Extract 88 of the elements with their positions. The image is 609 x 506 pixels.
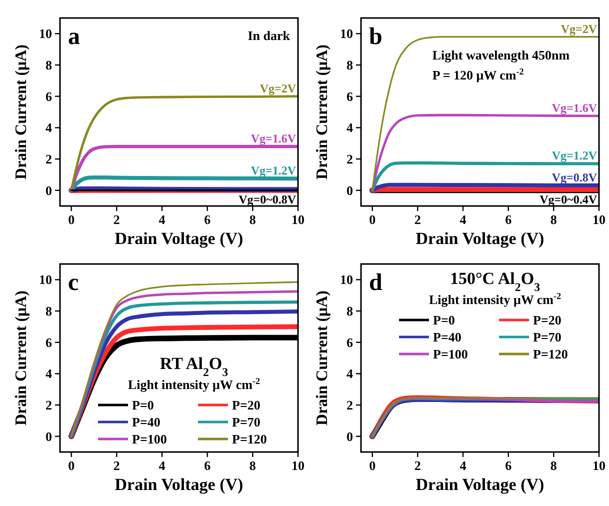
- legend-label: P=40: [132, 414, 160, 430]
- y-tick-label: 0: [346, 182, 353, 198]
- series-label: Vg=0~0.4V: [540, 192, 598, 206]
- x-tick-label: 6: [505, 212, 512, 227]
- x-tick-label: 6: [505, 458, 512, 473]
- x-tick-label: 2: [113, 212, 120, 227]
- y-tick-label: 4: [46, 366, 52, 382]
- x-tick-label: 4: [460, 458, 467, 473]
- legend-label: P=0: [433, 312, 455, 328]
- annotation: Light wavelength 450nm: [432, 47, 570, 62]
- y-tick-label: 8: [346, 304, 354, 319]
- x-axis-title: Drain Voltage (V): [114, 229, 244, 248]
- legend-label: P=120: [533, 346, 568, 362]
- y-tick-label: 8: [46, 304, 52, 319]
- x-tick-label: 4: [158, 458, 166, 473]
- x-tick-label: 8: [550, 212, 558, 227]
- chart-title: c: [68, 270, 79, 296]
- y-tick-label: 8: [46, 58, 52, 73]
- x-tick-label: 10: [292, 458, 304, 473]
- y-axis-title: Drain Current (μA): [314, 44, 331, 180]
- series-label: Vg=0.8V: [552, 170, 598, 184]
- x-tick-label: 0: [369, 212, 376, 227]
- y-tick-label: 0: [46, 428, 52, 444]
- x-tick-label: 0: [68, 212, 75, 227]
- x-tick-label: 10: [592, 212, 606, 227]
- y-tick-label: 4: [346, 120, 354, 136]
- x-axis-title: Drain Voltage (V): [416, 229, 544, 248]
- x-axis-title: Drain Voltage (V): [114, 475, 244, 494]
- y-tick-label: 2: [346, 398, 353, 413]
- annotation: P = 120 μW cm$^{-2}$: [432, 66, 524, 82]
- chart-title: b: [369, 24, 382, 50]
- series-label: Vg=2V: [260, 81, 296, 96]
- series-label: Vg=1.6V: [552, 100, 598, 115]
- legend-title: Light intensity μW cm$^{-2}$: [428, 291, 562, 307]
- y-tick-label: 6: [346, 88, 354, 104]
- legend-label: P=20: [232, 398, 260, 413]
- legend-label: P=120: [232, 432, 267, 447]
- x-axis-title: Drain Voltage (V): [416, 475, 544, 494]
- legend-label: P=20: [533, 312, 562, 328]
- y-tick-label: 6: [46, 88, 52, 104]
- y-tick-label: 10: [39, 272, 52, 288]
- x-tick-label: 0: [68, 458, 75, 473]
- series-label: Vg=2V: [560, 22, 598, 36]
- legend-label: P=70: [232, 414, 260, 430]
- x-tick-label: 2: [414, 458, 421, 473]
- y-tick-label: 6: [346, 334, 354, 350]
- y-tick-label: 2: [346, 152, 353, 167]
- x-tick-label: 0: [369, 458, 376, 473]
- series-label: Vg=1.2V: [250, 164, 296, 178]
- annotation: 150°C Al$_{2}$O$_{3}$: [450, 269, 540, 294]
- y-tick-label: 10: [340, 272, 353, 288]
- x-tick-label: 8: [550, 458, 558, 473]
- series-label: Vg=1.6V: [250, 131, 296, 146]
- x-tick-label: 10: [292, 212, 304, 227]
- y-axis-title: Drain Current (μA): [13, 44, 30, 180]
- chart-title: a: [68, 24, 80, 50]
- x-tick-label: 4: [460, 212, 467, 227]
- legend-label: P=0: [132, 398, 154, 413]
- y-axis-title: Drain Current (μA): [314, 290, 331, 426]
- y-tick-label: 0: [346, 428, 353, 444]
- series-label: Vg=0~0.8V: [238, 192, 296, 206]
- legend-label: P=100: [132, 432, 167, 447]
- y-tick-label: 2: [46, 152, 52, 167]
- y-tick-label: 6: [46, 334, 52, 350]
- chart-title: d: [369, 270, 383, 296]
- legend-label: P=40: [433, 330, 462, 345]
- series-label: Vg=1.2V: [552, 148, 598, 163]
- annotation: RT Al$_{2}$O$_{3}$: [160, 354, 228, 379]
- legend-title: Light intensity μW cm$^{-2}$: [128, 376, 260, 392]
- x-tick-label: 2: [414, 212, 421, 227]
- y-tick-label: 10: [39, 26, 52, 42]
- x-tick-label: 8: [249, 212, 256, 227]
- x-tick-label: 6: [204, 458, 212, 473]
- x-tick-label: 8: [249, 458, 256, 473]
- x-tick-label: 4: [158, 212, 166, 227]
- legend-label: P=70: [533, 330, 562, 345]
- x-tick-label: 6: [204, 212, 212, 227]
- legend-label: P=100: [433, 346, 468, 362]
- y-tick-label: 8: [346, 58, 354, 73]
- y-axis-title: Drain Current (μA): [13, 290, 30, 426]
- y-tick-label: 10: [340, 26, 353, 42]
- x-tick-label: 2: [113, 458, 120, 473]
- y-tick-label: 0: [46, 182, 52, 198]
- y-tick-label: 2: [46, 398, 52, 413]
- y-tick-label: 4: [346, 366, 354, 382]
- y-tick-label: 4: [46, 120, 52, 136]
- annotation: In dark: [248, 28, 291, 43]
- x-tick-label: 10: [592, 458, 606, 473]
